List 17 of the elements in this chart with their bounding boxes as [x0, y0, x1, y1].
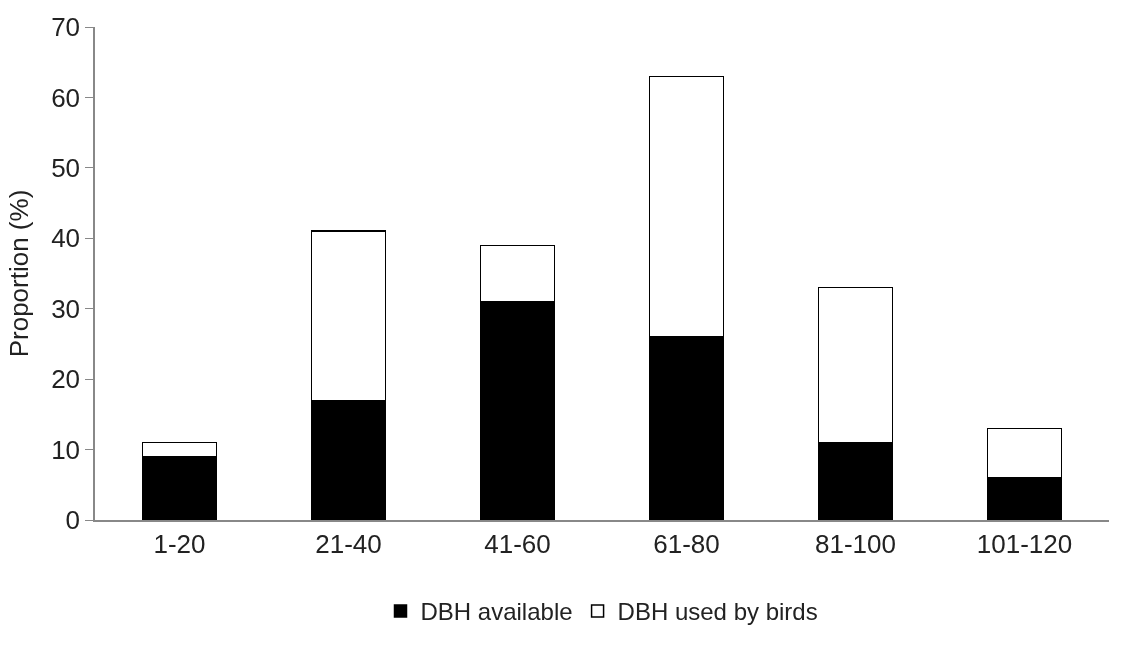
y-axis-title: Proportion (%): [4, 189, 35, 358]
y-tick-label: 40: [51, 223, 81, 254]
x-tick-label: 81-100: [815, 528, 896, 559]
y-tick-label: 60: [51, 82, 81, 113]
y-tick-label: 50: [51, 152, 81, 183]
legend-label: DBH used by birds: [617, 598, 818, 626]
y-tick-label: 70: [51, 12, 81, 43]
x-tick-label: 41-60: [484, 528, 551, 559]
x-tick-label: 61-80: [653, 528, 720, 559]
y-tick-label: 20: [51, 364, 81, 395]
y-tick-label: 10: [51, 434, 81, 465]
y-tick-label: 30: [51, 293, 81, 324]
legend-label: DBH available: [420, 598, 573, 626]
x-tick-label: 1-20: [153, 528, 206, 559]
y-tick-label: 0: [65, 505, 81, 536]
x-tick-label: 101-120: [976, 528, 1073, 559]
x-tick-label: 21-40: [315, 528, 382, 559]
